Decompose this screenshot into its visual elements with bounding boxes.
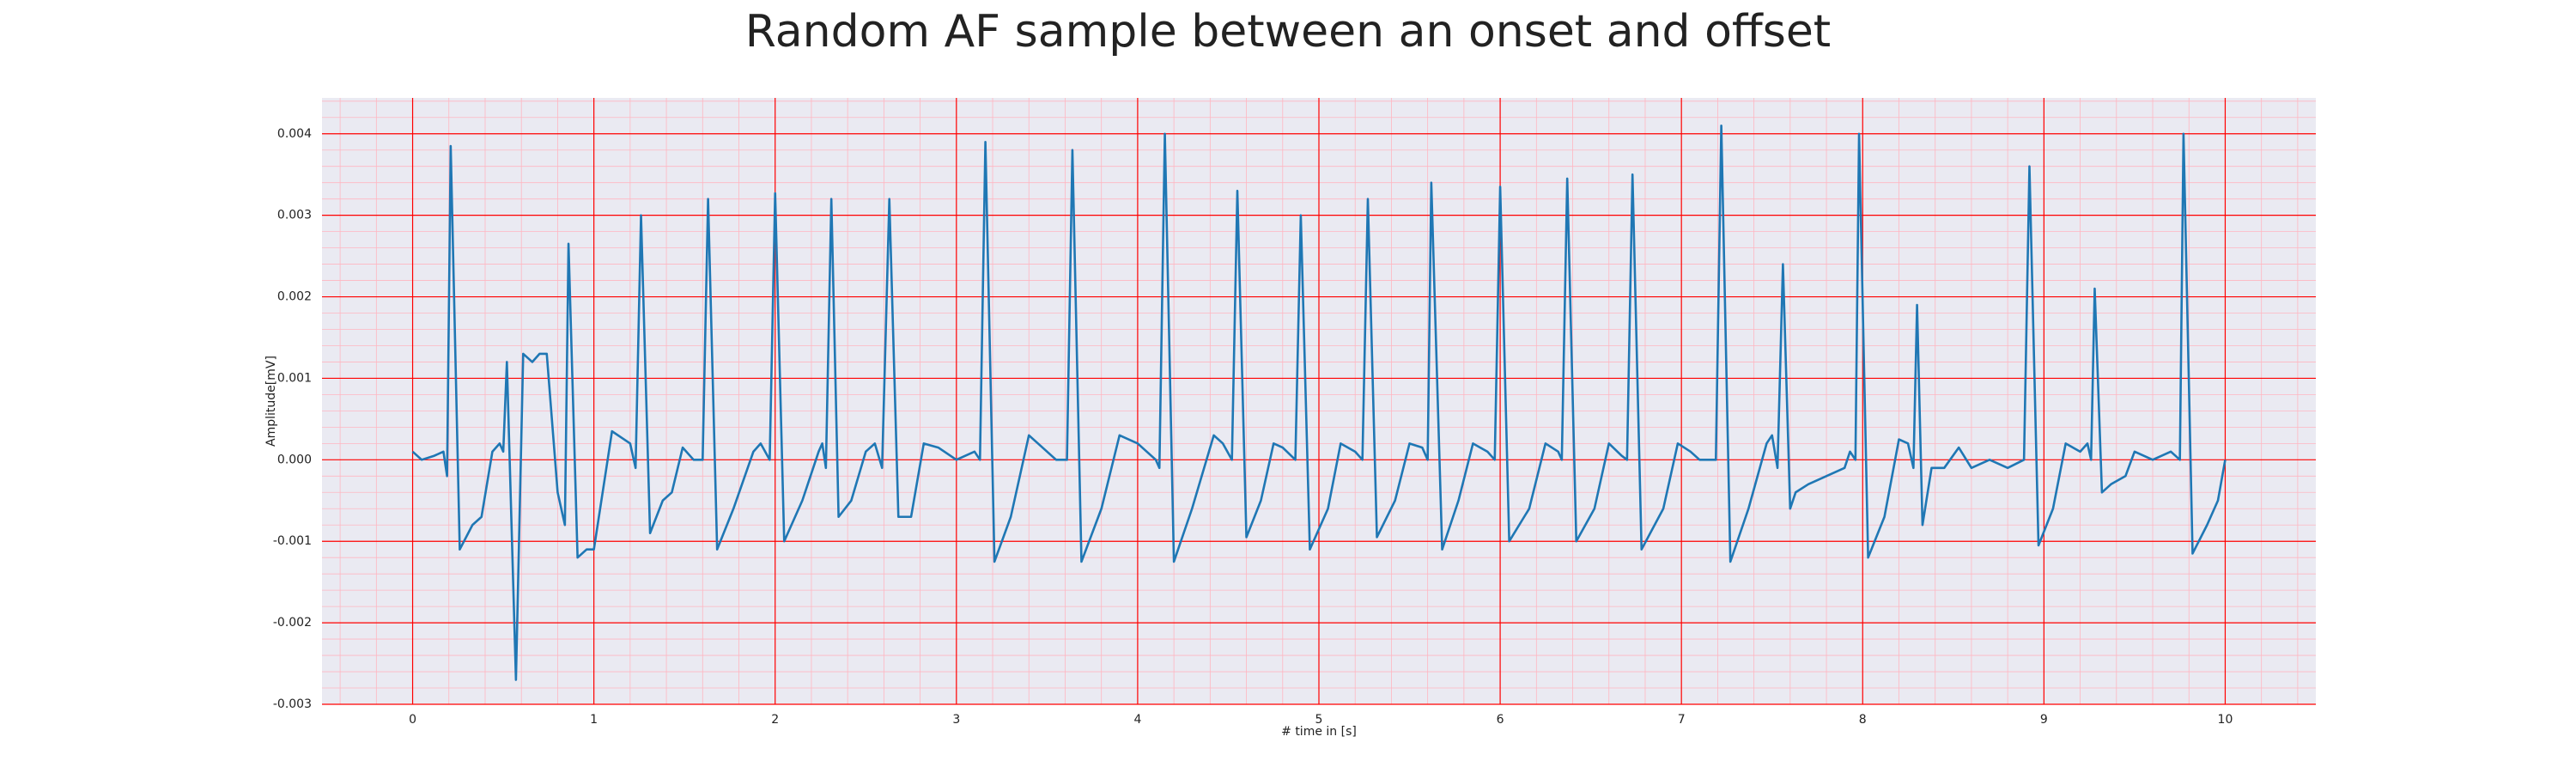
y-tick-label: -0.001 <box>273 534 312 548</box>
x-axis-label: # time in [s] <box>1281 725 1357 739</box>
x-tick-label: 1 <box>590 713 598 727</box>
y-tick-label: -0.003 <box>273 697 312 711</box>
x-tick-label: 3 <box>952 713 960 727</box>
x-tick-label: 8 <box>1859 713 1867 727</box>
y-axis-label: Amplitude[mV] <box>264 356 278 447</box>
y-tick-label: 0.002 <box>277 290 312 304</box>
x-tick-label: 6 <box>1497 713 1504 727</box>
x-tick-label: 4 <box>1133 713 1141 727</box>
y-tick-label: 0.004 <box>277 127 312 141</box>
chart-title: Random AF sample between an onset and of… <box>745 6 1831 58</box>
y-tick-label: -0.002 <box>273 616 312 630</box>
y-tick-label: 0.001 <box>277 371 312 385</box>
x-tick-label: 9 <box>2040 713 2048 727</box>
x-tick-label: 5 <box>1315 713 1323 727</box>
x-tick-label: 10 <box>2218 713 2233 727</box>
x-tick-label: 2 <box>771 713 779 727</box>
x-tick-label: 7 <box>1678 713 1686 727</box>
signal-line <box>411 124 2227 681</box>
x-tick-label: 0 <box>409 713 416 727</box>
y-tick-label: 0.000 <box>277 453 312 466</box>
y-tick-label: 0.003 <box>277 209 312 222</box>
